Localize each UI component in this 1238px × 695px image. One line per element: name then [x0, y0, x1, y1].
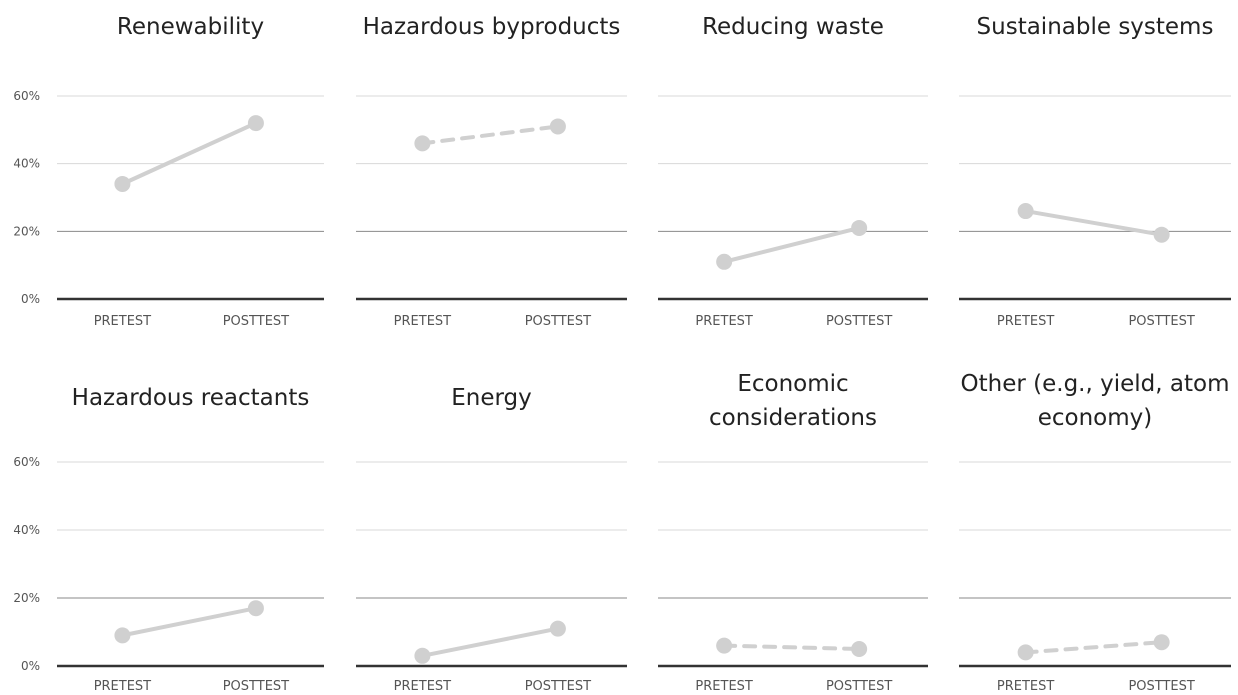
x-tick-label: PRETEST: [394, 314, 451, 329]
y-tick-label: 40%: [13, 157, 40, 171]
y-tick-label: 60%: [13, 455, 40, 469]
data-point-posttest: [851, 219, 868, 236]
data-point-pretest: [114, 627, 131, 644]
data-point-posttest: [1153, 226, 1170, 243]
x-tick-label: POSTTEST: [826, 314, 892, 329]
panel-title-line: Other (e.g., yield, atom: [961, 371, 1230, 397]
panel-title: Sustainable systems: [977, 14, 1214, 40]
data-point-pretest: [716, 253, 733, 270]
y-tick-label: 40%: [13, 523, 40, 537]
data-point-pretest: [716, 637, 733, 654]
y-tick-label: 0%: [21, 659, 40, 673]
series-line: [120, 606, 258, 638]
x-tick-label: POSTTEST: [1128, 314, 1194, 329]
data-point-posttest: [549, 620, 566, 637]
series-line: [120, 121, 258, 186]
x-tick-label: POSTTEST: [1128, 679, 1194, 694]
panel-title: Reducing waste: [702, 14, 884, 40]
panel-title-line: Economic: [737, 371, 848, 397]
series-line: [420, 124, 560, 146]
series-line: [1023, 640, 1164, 655]
panel-title-line: considerations: [709, 405, 877, 431]
x-tick-label: POSTTEST: [223, 314, 289, 329]
data-point-pretest: [414, 647, 431, 664]
x-tick-label: POSTTEST: [525, 314, 591, 329]
data-point-posttest: [1153, 634, 1170, 651]
series-line: [1023, 209, 1164, 237]
data-point-pretest: [1017, 203, 1034, 220]
series-line: [420, 626, 560, 658]
x-tick-label: PRETEST: [94, 314, 151, 329]
x-tick-label: POSTTEST: [223, 679, 289, 694]
series-line: [722, 643, 862, 651]
y-tick-label: 60%: [13, 89, 40, 103]
panel-title: Hazardous byproducts: [363, 14, 621, 40]
data-point-pretest: [1017, 644, 1034, 661]
data-point-pretest: [414, 135, 431, 152]
x-tick-label: PRETEST: [997, 679, 1054, 694]
panel-title-line: economy): [1038, 405, 1153, 431]
y-tick-label: 0%: [21, 292, 40, 306]
x-tick-label: POSTTEST: [826, 679, 892, 694]
data-point-posttest: [247, 600, 264, 617]
x-tick-label: PRETEST: [997, 314, 1054, 329]
data-point-posttest: [247, 115, 264, 132]
x-tick-label: PRETEST: [695, 314, 752, 329]
y-tick-label: 20%: [13, 591, 40, 605]
x-tick-label: PRETEST: [695, 679, 752, 694]
x-tick-label: PRETEST: [394, 679, 451, 694]
x-tick-label: PRETEST: [94, 679, 151, 694]
data-point-posttest: [851, 641, 868, 657]
panel-title: Energy: [451, 385, 532, 411]
panel-title: Renewability: [117, 14, 264, 40]
data-point-pretest: [114, 175, 131, 192]
panel-title: Hazardous reactants: [72, 385, 310, 411]
x-tick-label: POSTTEST: [525, 679, 591, 694]
data-point-posttest: [549, 118, 566, 135]
y-tick-label: 20%: [13, 224, 40, 238]
series-line: [722, 225, 862, 264]
